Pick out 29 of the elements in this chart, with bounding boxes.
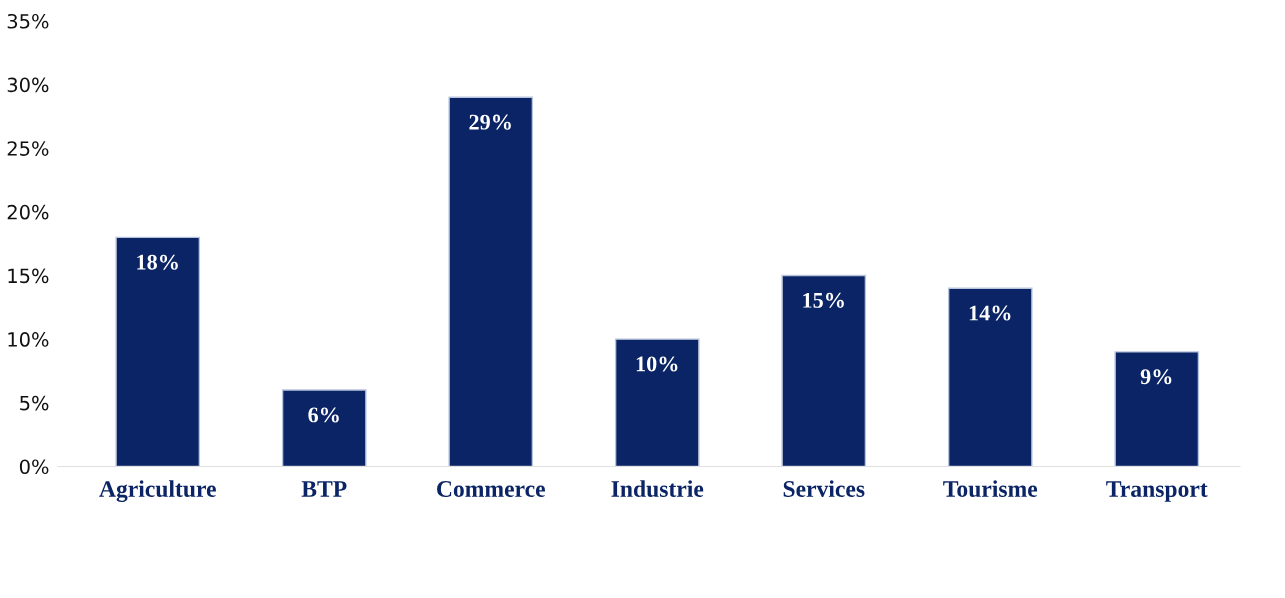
data-label: 6% (308, 407, 339, 423)
y-tick-label: 15% (8, 268, 49, 284)
bar (947, 287, 1033, 467)
x-tick-label: Agriculture (99, 480, 216, 502)
y-tick-label: 25% (7, 141, 49, 156)
data-label: 14% (969, 305, 1011, 321)
data-label: 15% (803, 292, 844, 308)
x-tick-label: Industrie (611, 480, 704, 497)
bar (614, 338, 700, 467)
x-tick-label: Transport (1106, 481, 1208, 502)
bar (1114, 351, 1200, 467)
x-tick-label: Services (783, 480, 865, 497)
bar (448, 96, 534, 467)
y-tick-label: 10% (8, 332, 49, 347)
x-tick-label: Commerce (437, 481, 545, 497)
data-label: 18% (137, 254, 178, 270)
y-tick-label: 20% (7, 204, 49, 220)
x-tick-label: Tourisme (943, 480, 1038, 497)
y-tick-label: 5% (20, 395, 49, 411)
data-label: 9% (1140, 369, 1172, 385)
y-tick-label: 35% (7, 13, 49, 29)
y-tick-label: 0% (19, 459, 49, 475)
y-tick-label: 30% (7, 77, 49, 93)
data-label: 29% (469, 114, 511, 130)
bar (281, 389, 367, 467)
bar (115, 236, 201, 467)
x-tick-label: BTP (301, 481, 347, 497)
data-label: 10% (636, 356, 678, 372)
bar (781, 274, 867, 467)
